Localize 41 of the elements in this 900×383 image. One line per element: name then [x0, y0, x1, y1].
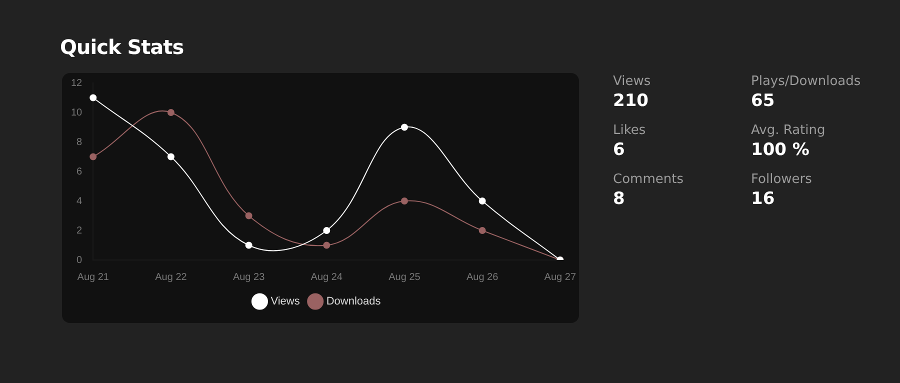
chart-title: Quick Stats: [60, 35, 184, 59]
x-tick-label: Aug 26: [466, 272, 499, 283]
legend-label: Views: [270, 296, 300, 308]
point: [478, 198, 486, 204]
text: 100 %: [751, 140, 810, 160]
text: Avg. Rating: [751, 123, 826, 138]
y-tick-label: 2: [76, 225, 83, 236]
text: Followers: [751, 172, 813, 187]
y-tick-label: 4: [76, 196, 83, 207]
x-tick-label: Aug 23: [232, 272, 266, 283]
point: [400, 198, 408, 204]
x-tick-label: Aug 24: [310, 272, 343, 283]
point: [478, 227, 486, 234]
x-tick-label: Aug 27: [544, 272, 576, 283]
x-tick-label: Aug 21: [77, 272, 110, 283]
y-tick-label: 10: [71, 107, 83, 118]
text: Comments: [613, 172, 684, 187]
y-tick-label: 12: [71, 78, 83, 89]
point: [167, 109, 174, 116]
text: 210: [613, 91, 650, 111]
text: Views: [613, 74, 652, 89]
point: [245, 212, 252, 220]
x-tick-label: Aug 25: [388, 272, 421, 283]
point: [323, 227, 330, 234]
legend-label: Downloads: [326, 296, 382, 308]
y-tick-label: 6: [76, 166, 83, 178]
y-tick-label: 8: [76, 136, 83, 148]
text: 8: [613, 189, 626, 209]
text: 65: [751, 91, 776, 111]
text: Plays/Downloads: [751, 74, 862, 89]
y-tick-label: 0: [76, 254, 83, 266]
point: [323, 242, 330, 249]
text: 6: [613, 140, 626, 160]
x-tick-label: Aug 22: [155, 272, 188, 283]
text: Likes: [613, 123, 647, 138]
point: [167, 153, 174, 160]
point: [400, 124, 408, 131]
point: [90, 153, 97, 160]
text: 16: [751, 189, 776, 209]
point: [90, 94, 97, 102]
point: [245, 242, 252, 249]
